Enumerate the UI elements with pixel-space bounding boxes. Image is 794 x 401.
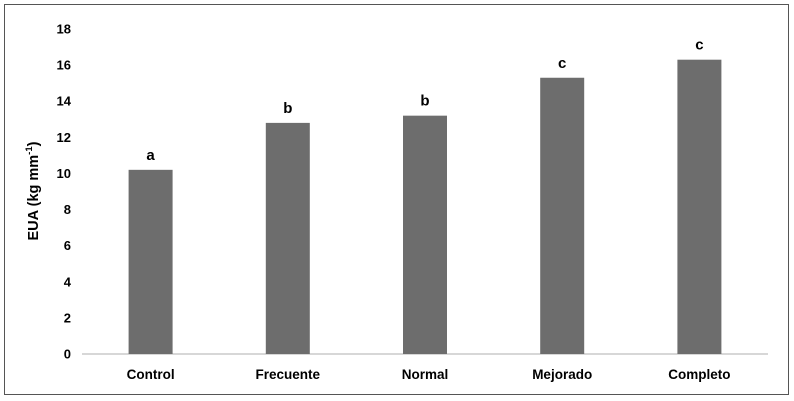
category-label: Control [127,367,175,382]
y-tick-label: 12 [57,130,71,145]
bar-mejorado [540,77,585,354]
bars [128,59,722,355]
significance-letter: c [695,37,703,54]
y-tick-label: 16 [57,58,71,73]
bar-control [128,169,173,354]
y-axis-title: EUA (kg mm-1) [24,141,42,240]
y-tick-label: 10 [57,166,71,181]
svg-text:EUA (kg mm-1): EUA (kg mm-1) [24,141,42,240]
y-tick-label: 0 [64,347,71,362]
significance-letter: a [146,147,155,164]
significance-letters: a b b c c [146,37,703,164]
y-tick-label: 14 [57,94,72,109]
category-label: Mejorado [532,367,592,382]
y-tick-label: 2 [64,310,71,325]
y-tick-labels: 0 2 4 6 8 10 12 14 16 18 [57,22,72,362]
significance-letter: b [420,93,429,110]
category-labels: Control Frecuente Normal Mejorado Completo [127,367,731,382]
bar-completo [677,59,722,354]
y-tick-label: 4 [64,274,72,289]
y-tick-label: 6 [64,238,71,253]
y-tick-label: 8 [64,202,71,217]
y-tick-label: 18 [57,22,71,37]
category-label: Completo [668,367,730,382]
bar-normal [403,115,447,355]
significance-letter: c [558,55,566,72]
y-axis-title-main: EUA (kg mm [26,155,42,241]
bar-frecuente [265,122,310,354]
y-axis-title-superscript: -1 [24,146,35,155]
significance-letter: b [283,100,292,117]
y-axis-title-close: ) [26,141,42,146]
category-label: Frecuente [256,367,321,382]
category-label: Normal [402,367,449,382]
